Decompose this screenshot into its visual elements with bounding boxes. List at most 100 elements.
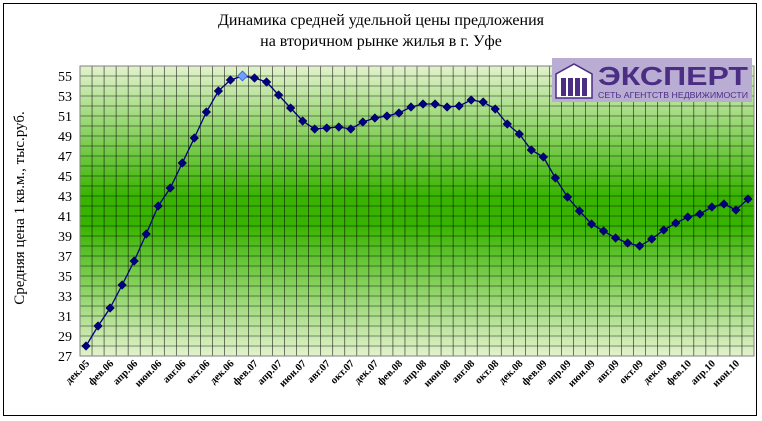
data-point — [394, 108, 404, 118]
data-point — [683, 212, 693, 222]
data-point — [466, 95, 476, 105]
data-point — [719, 199, 729, 209]
data-point — [237, 70, 248, 82]
data-point — [225, 75, 236, 85]
x-axis-tick-labels: дек.05фев.06апр.06июн.06авг.06окт.06дек.… — [64, 358, 742, 389]
x-tick-label: окт.08 — [473, 358, 501, 386]
data-point — [647, 234, 657, 244]
data-point — [731, 205, 741, 215]
data-point — [502, 119, 512, 129]
data-point — [514, 129, 524, 139]
data-point — [671, 218, 681, 228]
y-tick-label: 33 — [58, 290, 72, 305]
x-tick-label: июн.07 — [277, 358, 308, 389]
data-point — [129, 256, 139, 266]
data-point — [743, 194, 753, 204]
data-point — [117, 280, 127, 290]
y-axis-tick-labels: 27 29 31 33 35 37 39 41 43 45 47 49 51 53 55 — [58, 70, 72, 365]
data-point — [635, 241, 645, 251]
data-point — [93, 321, 103, 331]
x-tick-label: окт.06 — [184, 358, 212, 386]
x-tick-label: авг.06 — [161, 358, 188, 385]
x-tick-label: июн.08 — [422, 358, 453, 389]
data-point — [213, 86, 224, 96]
y-tick-label: 51 — [58, 110, 72, 125]
data-point — [598, 226, 609, 236]
data-point — [659, 225, 669, 235]
x-tick-label: июн.09 — [566, 358, 597, 389]
data-point — [418, 99, 428, 109]
logo-name: ЭКСПЕРТ — [598, 61, 748, 91]
data-point — [550, 173, 561, 183]
y-axis-label: Средняя цена 1 кв.м., тыс.руб. — [12, 111, 28, 304]
data-point — [273, 90, 284, 100]
y-tick-label: 31 — [58, 310, 72, 325]
data-point — [610, 233, 621, 243]
y-tick-label: 47 — [58, 150, 72, 165]
data-point — [189, 133, 199, 143]
chart-title-line-2: на вторичном рынке жилья в г. Уфе — [260, 33, 502, 50]
data-point — [430, 99, 440, 109]
data-point — [382, 111, 392, 121]
data-point — [442, 102, 452, 112]
data-point — [322, 123, 332, 133]
data-point — [526, 145, 536, 155]
y-tick-label: 49 — [58, 130, 72, 145]
logo-building-icon — [555, 63, 593, 99]
x-tick-label: фев.06 — [87, 358, 117, 388]
x-tick-label: авг.08 — [450, 358, 477, 385]
y-tick-label: 55 — [58, 70, 72, 85]
data-point — [586, 219, 597, 229]
y-tick-label: 43 — [58, 190, 72, 205]
y-tick-label: 45 — [58, 170, 72, 185]
data-point — [105, 303, 115, 313]
x-tick-label: фев.08 — [376, 358, 406, 388]
data-point — [478, 97, 488, 107]
data-point — [177, 158, 187, 168]
x-tick-label: фев.07 — [231, 358, 261, 388]
y-tick-label: 53 — [58, 90, 72, 105]
y-tick-label: 37 — [58, 250, 72, 265]
plot-border — [79, 65, 755, 357]
data-point — [623, 238, 633, 248]
logo-tagline: СЕТЬ АГЕНТСТВ НЕДВИЖИМОСТИ — [598, 90, 748, 100]
data-point — [406, 102, 416, 112]
data-point — [334, 122, 344, 132]
data-point — [695, 209, 705, 219]
data-point — [165, 183, 175, 193]
data-point — [538, 152, 548, 162]
data-point — [346, 124, 356, 134]
data-point — [286, 103, 296, 113]
x-tick-label: окт.09 — [618, 358, 646, 386]
data-point — [358, 117, 368, 127]
data-point — [298, 116, 308, 126]
data-point — [249, 73, 260, 83]
data-point — [310, 124, 320, 134]
chart-title: Динамика средней удельной цены предложен… — [0, 10, 762, 52]
data-point — [574, 206, 585, 216]
data-point — [153, 201, 163, 211]
y-tick-label: 41 — [58, 210, 72, 225]
data-point — [261, 77, 272, 87]
company-logo: ЭКСПЕРТ СЕТЬ АГЕНТСТВ НЕДВИЖИМОСТИ — [552, 58, 752, 102]
x-tick-label: июн.10 — [711, 358, 742, 389]
data-point — [490, 104, 500, 114]
chart-title-line-1: Динамика средней удельной цены предложен… — [217, 12, 545, 29]
data-point — [454, 101, 464, 111]
data-point — [201, 107, 211, 117]
y-tick-label: 35 — [58, 270, 72, 285]
data-point — [141, 229, 151, 239]
data-point — [81, 341, 91, 351]
data-point — [370, 113, 380, 123]
data-point — [707, 202, 717, 212]
x-tick-label: июн.06 — [133, 358, 164, 389]
price-series-markers — [81, 70, 753, 351]
x-tick-label: фев.09 — [520, 358, 550, 388]
x-tick-label: окт.07 — [329, 358, 357, 386]
x-tick-label: авг.09 — [594, 358, 621, 385]
data-point — [562, 192, 573, 202]
x-tick-label: фев.10 — [664, 358, 694, 388]
y-tick-label: 39 — [58, 230, 72, 245]
y-tick-label: 27 — [58, 350, 72, 365]
